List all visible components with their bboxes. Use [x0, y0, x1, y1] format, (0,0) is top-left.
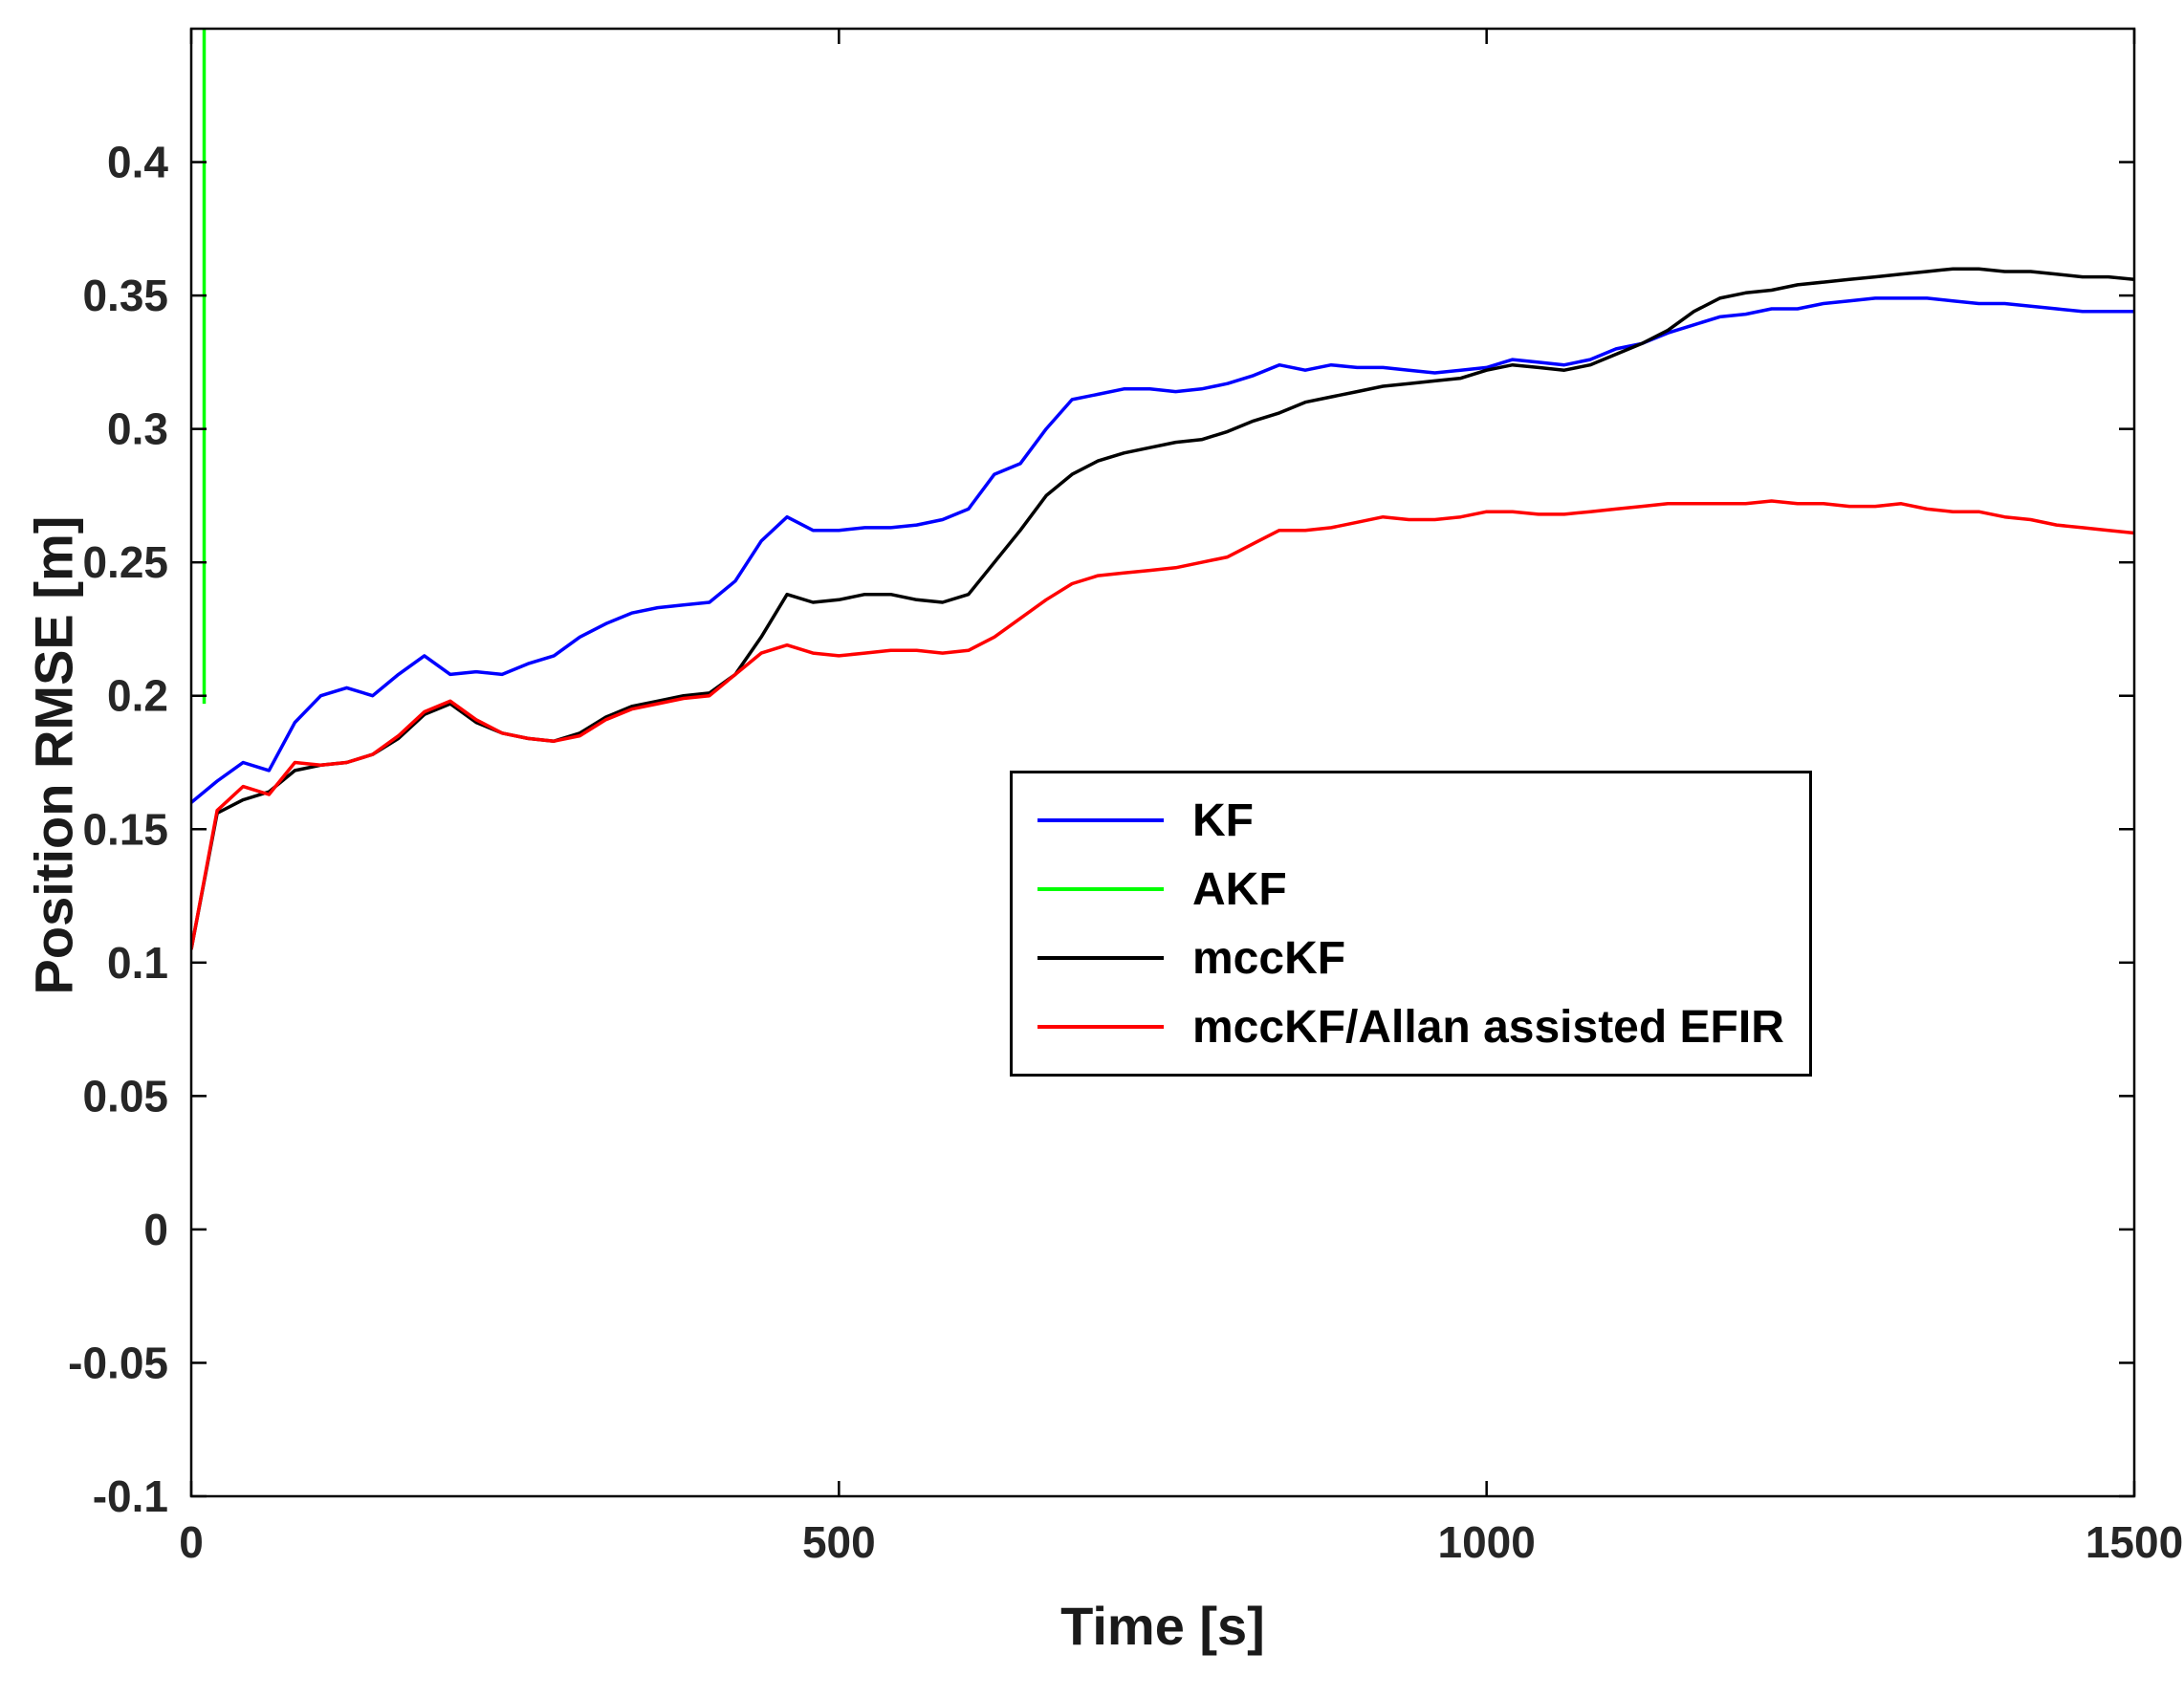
y-tick-label: 0.4	[107, 138, 168, 187]
x-tick-label: 1500	[2086, 1517, 2183, 1567]
y-tick-label: 0.05	[82, 1071, 168, 1121]
y-tick-label: -0.1	[93, 1471, 168, 1521]
x-tick-label: 0	[179, 1517, 204, 1567]
y-tick-label: 0.35	[82, 271, 168, 320]
legend-item-kf: KF	[1037, 793, 1784, 848]
y-tick-label: -0.05	[68, 1338, 168, 1387]
plot-border	[189, 27, 2136, 1498]
x-axis-label: Time [s]	[1060, 1596, 1265, 1656]
y-tick-label: 0.3	[107, 404, 168, 454]
legend-label-mcckf: mccKF	[1192, 932, 1346, 984]
legend-line-sample-mcckf-allan-efir	[1037, 1025, 1164, 1029]
y-tick-label: 0.25	[82, 537, 168, 587]
series-group	[191, 29, 2134, 950]
legend-line-sample-mcckf	[1037, 956, 1164, 960]
y-tick-label: 0.1	[107, 938, 168, 988]
legend-item-akf: AKF	[1037, 861, 1784, 917]
legend-line-sample-akf	[1037, 887, 1164, 891]
plot-area	[191, 29, 2134, 1496]
legend-label-akf: AKF	[1192, 863, 1287, 915]
y-tick-label: 0	[143, 1205, 168, 1254]
legend-line-sample-kf	[1037, 818, 1164, 822]
x-tick-label: 500	[802, 1517, 876, 1567]
y-tick-label: 0.2	[107, 671, 168, 721]
y-axis-label: Position RMSE [m]	[23, 515, 84, 995]
x-tick-label: 1000	[1437, 1517, 1535, 1567]
legend: KF AKF mccKF mccKF/Allan assisted EFIR	[1010, 771, 1812, 1077]
series-line-mcckf-allan-assisted-efir	[191, 499, 2134, 950]
legend-item-mcckf: mccKF	[1037, 930, 1784, 986]
y-tick-label: 0.15	[82, 804, 168, 854]
legend-label-mcckf-allan-efir: mccKF/Allan assisted EFIR	[1192, 1001, 1784, 1053]
legend-item-mcckf-allan-efir: mccKF/Allan assisted EFIR	[1037, 999, 1784, 1055]
series-line-kf	[191, 296, 2134, 804]
legend-label-kf: KF	[1192, 795, 1254, 846]
